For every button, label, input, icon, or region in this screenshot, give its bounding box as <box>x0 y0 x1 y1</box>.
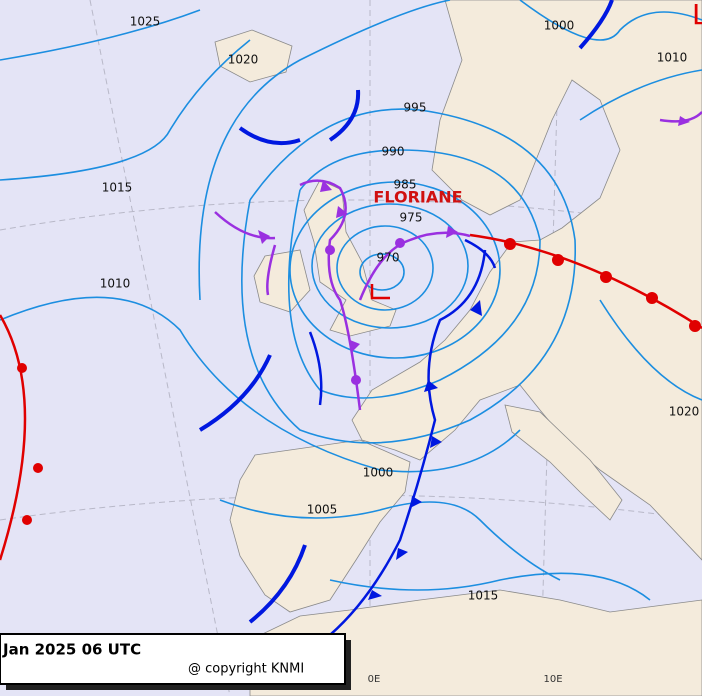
isobar-label: 1015 <box>468 589 499 603</box>
isobar-label: 1015 <box>102 181 133 195</box>
occluded-front-symbol <box>350 340 360 352</box>
isobar-label: 970 <box>377 251 400 265</box>
ireland <box>253 249 311 313</box>
warm-front-symbol <box>600 271 612 283</box>
low-marker: L <box>692 0 702 31</box>
occluded-front-symbol <box>336 206 348 218</box>
italy <box>504 404 623 521</box>
isobar-label: 975 <box>400 211 423 225</box>
isobar <box>289 181 501 359</box>
isobar <box>311 203 469 329</box>
caption-box: Jan 2025 06 UTC @ copyright KNMI <box>0 633 351 690</box>
isobar-label: 990 <box>382 145 405 159</box>
warm-front-symbol <box>504 238 516 250</box>
isobar <box>288 149 541 399</box>
iberia <box>229 439 411 613</box>
warm-front-symbol <box>552 254 564 266</box>
occluded-front-symbol <box>320 180 332 192</box>
isobars <box>0 0 702 601</box>
caption-panel <box>0 633 346 685</box>
isobar <box>0 9 201 61</box>
isobar <box>579 69 702 121</box>
isobar-label: 1000 <box>363 466 394 480</box>
cold-front-symbol <box>424 380 438 392</box>
isobar <box>0 296 521 473</box>
warm-front-symbol <box>689 320 701 332</box>
longitude-line <box>539 0 561 696</box>
north-africa <box>249 589 702 696</box>
longitude-line <box>89 0 231 696</box>
low-center <box>370 284 390 300</box>
occluded-front-symbol <box>325 245 335 255</box>
warm-front-symbol <box>22 515 32 525</box>
isobar <box>0 39 251 181</box>
occluded-front-symbol <box>395 238 405 248</box>
isobar-label: 1005 <box>307 503 338 517</box>
isobar <box>241 108 576 444</box>
occluded-front-symbol <box>351 375 361 385</box>
isobar-label: 1010 <box>100 277 131 291</box>
trough <box>198 0 614 624</box>
isobar-label: 1010 <box>657 51 688 65</box>
occluded-front-symbol <box>446 226 458 238</box>
trough <box>308 238 497 406</box>
warm-front-symbol <box>33 463 43 473</box>
isobar-labels: 1025 1020 1015 1010 995 990 985 975 970 1000 1010 1… <box>100 15 700 603</box>
isobar <box>519 0 702 41</box>
isobar-label: 1000 <box>544 19 575 33</box>
occluded-front <box>214 179 471 411</box>
longitude-label: 0E <box>368 674 381 685</box>
occluded-front-symbol <box>678 116 690 126</box>
isobar-label: 1020 <box>228 53 259 67</box>
cold-front-symbol <box>430 436 442 448</box>
occluded-front-symbol <box>258 230 270 244</box>
caption-date: Jan 2025 06 UTC <box>2 641 141 659</box>
fronts <box>0 0 702 636</box>
isobar-label: 995 <box>404 101 427 115</box>
cold-front-symbol <box>470 300 482 316</box>
cold-front-symbol <box>396 548 408 560</box>
isobar <box>198 0 451 301</box>
cold-front-symbol <box>368 590 382 600</box>
caption-copyright: @ copyright KNMI <box>188 662 304 677</box>
isobar-label: 1025 <box>130 15 161 29</box>
isobar-label: 985 <box>394 178 417 192</box>
warm-front-symbol <box>17 363 27 373</box>
isobar-label: 1020 <box>669 405 700 419</box>
isobar <box>336 225 434 311</box>
isobar <box>599 299 702 401</box>
warm-front <box>469 233 702 330</box>
isobar <box>329 572 651 601</box>
cold-front-symbol <box>410 496 422 508</box>
isobar <box>359 253 405 291</box>
longitude-label: 10E <box>543 674 562 685</box>
isobar <box>219 499 561 581</box>
storm-name: FLORIANE <box>373 188 462 207</box>
land <box>214 0 702 696</box>
warm-front <box>0 314 27 561</box>
warm-front-symbol <box>646 292 658 304</box>
cold-front <box>329 249 487 636</box>
